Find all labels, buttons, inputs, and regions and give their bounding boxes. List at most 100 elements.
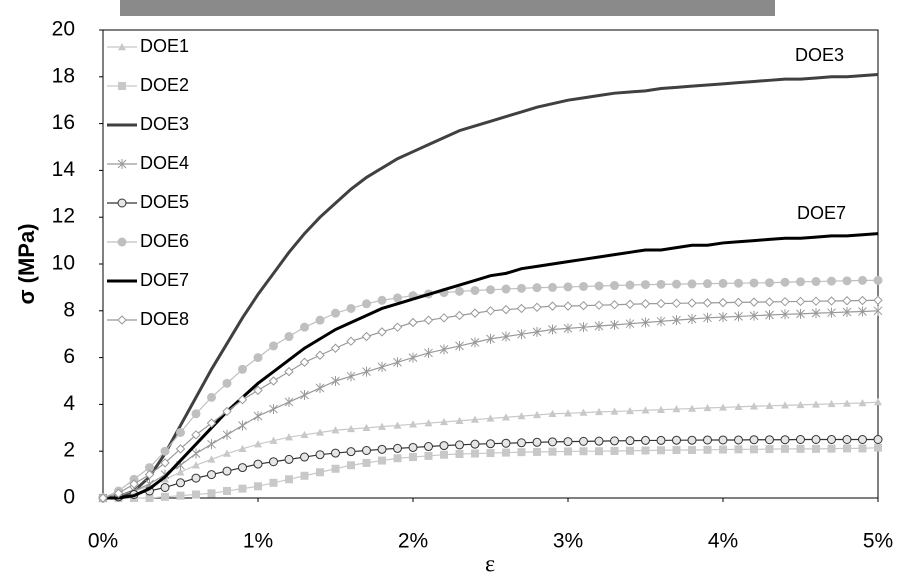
marker	[719, 436, 727, 444]
x-tick-label: 0%	[88, 530, 118, 553]
marker	[394, 454, 402, 462]
marker	[549, 302, 557, 310]
marker	[704, 436, 712, 444]
marker	[285, 455, 293, 463]
marker	[192, 461, 200, 468]
marker	[517, 284, 526, 293]
y-tick-label: 8	[63, 298, 75, 321]
marker	[269, 341, 278, 350]
marker	[316, 316, 325, 325]
marker	[394, 444, 402, 452]
marker	[316, 468, 324, 476]
marker	[285, 397, 293, 407]
marker	[192, 409, 201, 418]
marker	[580, 302, 588, 310]
marker	[502, 439, 510, 447]
marker	[626, 437, 634, 445]
marker	[812, 297, 820, 305]
marker	[502, 306, 510, 314]
marker	[533, 283, 542, 292]
annotation: DOE7	[797, 203, 846, 223]
marker	[394, 357, 402, 367]
marker	[409, 453, 417, 461]
marker	[611, 301, 619, 309]
legend-label: DOE6	[140, 231, 189, 251]
series	[103, 234, 878, 498]
marker	[688, 279, 697, 288]
marker	[285, 368, 293, 376]
marker	[548, 283, 557, 292]
x-tick-label: 1%	[243, 530, 273, 553]
marker	[874, 436, 882, 444]
marker	[440, 442, 448, 450]
marker	[161, 447, 170, 456]
marker	[456, 450, 464, 458]
marker	[347, 448, 355, 456]
marker	[425, 452, 433, 460]
marker	[843, 297, 851, 305]
marker	[223, 379, 232, 388]
marker	[363, 446, 371, 454]
marker	[239, 420, 247, 430]
marker	[285, 332, 294, 341]
marker	[673, 446, 681, 454]
marker	[549, 448, 557, 456]
marker	[285, 475, 293, 483]
marker	[455, 287, 464, 296]
marker	[208, 471, 216, 479]
marker	[828, 297, 836, 305]
y-axis-title: σ (MPa)	[14, 223, 39, 304]
marker	[394, 323, 402, 331]
marker	[735, 436, 743, 444]
y-tick-label: 2	[63, 439, 75, 462]
series-line	[103, 440, 878, 499]
marker	[827, 277, 836, 286]
y-tick-label: 6	[63, 345, 75, 368]
marker	[812, 436, 820, 444]
marker	[118, 82, 126, 90]
marker	[843, 444, 851, 452]
marker	[425, 348, 433, 358]
marker	[595, 301, 603, 309]
marker	[471, 337, 479, 347]
marker	[238, 365, 247, 374]
marker	[564, 282, 573, 291]
chart: ε σ (MPa) DOE3 DOE7 024681012141618200%1…	[0, 0, 898, 576]
x-tick-label: 5%	[863, 530, 893, 553]
marker	[766, 298, 774, 306]
y-tick-label: 0	[63, 486, 75, 509]
marker	[874, 296, 882, 304]
marker	[301, 390, 309, 400]
marker	[456, 441, 464, 449]
marker	[118, 199, 126, 207]
marker	[657, 280, 666, 289]
marker	[657, 300, 665, 308]
marker	[642, 300, 650, 308]
marker	[859, 444, 867, 452]
marker	[765, 278, 774, 287]
marker	[735, 298, 743, 306]
marker	[332, 449, 340, 457]
marker	[378, 328, 386, 336]
marker	[626, 447, 634, 455]
legend-label: DOE8	[140, 309, 189, 329]
legend-label: DOE4	[140, 153, 189, 173]
marker	[347, 371, 355, 381]
marker	[502, 449, 510, 457]
marker	[766, 436, 774, 444]
marker	[642, 436, 650, 444]
marker	[750, 278, 759, 287]
legend-label: DOE3	[140, 114, 189, 134]
marker	[564, 438, 572, 446]
legend-label: DOE1	[140, 36, 189, 56]
marker	[719, 299, 727, 307]
marker	[471, 286, 480, 295]
marker	[239, 464, 247, 472]
x-tick-label: 3%	[553, 530, 583, 553]
marker	[223, 430, 231, 440]
marker	[750, 298, 758, 306]
marker	[471, 440, 479, 448]
marker	[239, 485, 247, 493]
marker	[549, 438, 557, 446]
marker	[797, 297, 805, 305]
